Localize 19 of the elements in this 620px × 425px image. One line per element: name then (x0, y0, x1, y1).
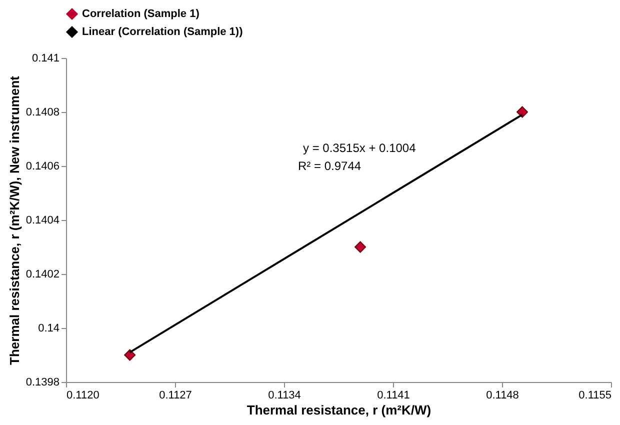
y-tick-label: 0.14 (38, 322, 60, 334)
x-tick-label: 0.1155 (578, 390, 612, 402)
x-tick-label: 0.1134 (268, 390, 301, 402)
y-tick-label: 0.1408 (26, 106, 60, 118)
annotation: R² = 0.9744 (298, 159, 362, 173)
x-tick-label: 0.1148 (486, 390, 519, 402)
y-tick-label: 0.1406 (26, 160, 60, 172)
x-tick-label: 0.1127 (159, 390, 192, 402)
annotation: y = 0.3515x + 0.1004 (303, 141, 416, 155)
y-tick-label: 0.1404 (26, 214, 60, 226)
y-tick-label: 0.1398 (26, 376, 60, 388)
x-tick-label: 0.1120 (66, 390, 100, 402)
legend-label: Linear (Correlation (Sample 1)) (82, 26, 244, 38)
y-tick-label: 0.1402 (26, 268, 60, 280)
x-axis-title: Thermal resistance, r (m²K/W) (246, 402, 432, 418)
x-tick-label: 0.1141 (377, 390, 410, 402)
legend-label: Correlation (Sample 1) (82, 8, 200, 20)
y-axis-title: Thermal resistance, r (m²K/W), New instrument (6, 75, 22, 365)
y-tick-label: 0.141 (32, 52, 60, 64)
